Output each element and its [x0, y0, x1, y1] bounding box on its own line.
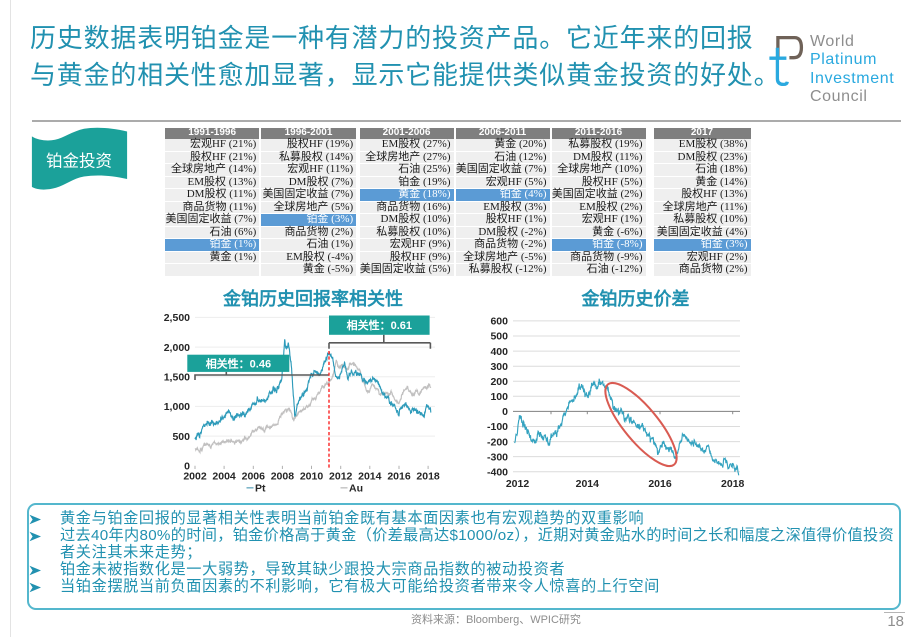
svg-text:2014: 2014: [576, 478, 600, 490]
svg-text:1,500: 1,500: [164, 372, 190, 384]
svg-text:2012: 2012: [506, 478, 530, 490]
svg-text:2016: 2016: [387, 471, 411, 483]
svg-text:2018: 2018: [416, 471, 440, 483]
svg-text:1,000: 1,000: [164, 401, 190, 413]
svg-text:2002: 2002: [183, 471, 207, 483]
svg-text:400: 400: [490, 346, 508, 358]
svg-text:500: 500: [172, 431, 190, 443]
svg-text:Au: Au: [349, 482, 363, 494]
svg-text:-300: -300: [487, 451, 508, 463]
svg-text:2,500: 2,500: [164, 312, 190, 324]
svg-text:200: 200: [490, 376, 508, 388]
svg-text:300: 300: [490, 361, 508, 373]
svg-text:100: 100: [490, 391, 508, 403]
svg-text:500: 500: [490, 331, 508, 343]
svg-text:铂金投资: 铂金投资: [46, 151, 112, 170]
svg-text:2004: 2004: [212, 471, 236, 483]
svg-text:2018: 2018: [721, 478, 745, 490]
svg-text:600: 600: [490, 316, 508, 328]
svg-text:相关性：0.46: 相关性：0.46: [206, 356, 271, 370]
svg-text:-200: -200: [487, 436, 508, 448]
svg-text:相关性：0.61: 相关性：0.61: [347, 318, 412, 332]
svg-text:2012: 2012: [329, 471, 353, 483]
svg-text:Pt: Pt: [255, 482, 266, 494]
svg-text:2006: 2006: [242, 471, 266, 483]
svg-text:2010: 2010: [300, 471, 324, 483]
svg-text:0: 0: [184, 461, 190, 473]
svg-text:2014: 2014: [358, 471, 382, 483]
svg-text:-400: -400: [487, 466, 508, 478]
svg-text:2016: 2016: [648, 478, 672, 490]
svg-text:2008: 2008: [271, 471, 295, 483]
svg-text:2,000: 2,000: [164, 342, 190, 354]
svg-text:-100: -100: [487, 421, 508, 433]
svg-text:0: 0: [502, 406, 508, 418]
